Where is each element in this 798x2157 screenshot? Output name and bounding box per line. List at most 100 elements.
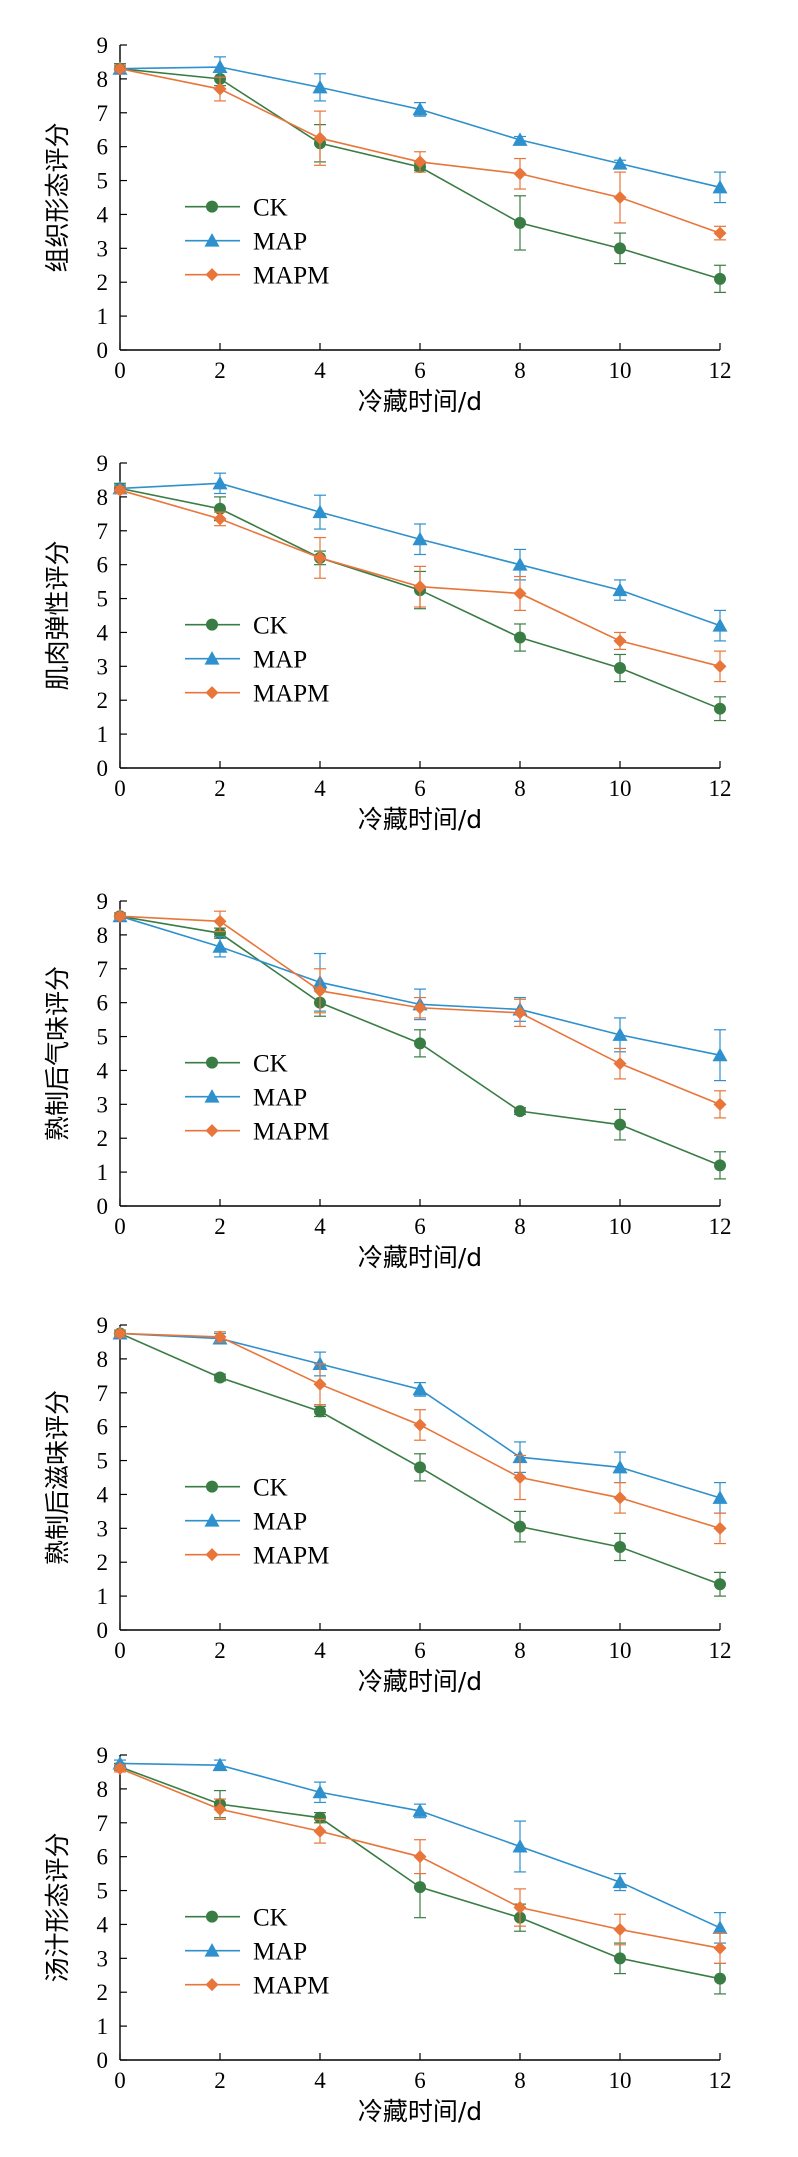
data-point-map [612, 156, 628, 170]
legend-marker-mapm [205, 686, 219, 700]
y-tick-label: 4 [97, 620, 109, 645]
data-point-mapm [613, 191, 627, 204]
legend-marker-ck [206, 1910, 218, 1923]
x-axis-label: 冷藏时间/d [358, 805, 482, 834]
x-tick-label: 4 [314, 2068, 326, 2093]
legend-entry-ck: CK [253, 1475, 288, 1502]
y-axis-label: 熟制后滋味评分 [43, 1390, 72, 1565]
y-tick-label: 9 [97, 1743, 109, 1768]
data-point-mapm [413, 1418, 427, 1432]
data-point-ck [614, 242, 626, 255]
y-tick-label: 4 [97, 1912, 109, 1937]
data-point-mapm [413, 1850, 427, 1864]
data-point-mapm [613, 1923, 627, 1937]
y-axis-label: 熟制后气味评分 [43, 966, 72, 1141]
data-point-ck [714, 1159, 726, 1172]
data-point-mapm [513, 586, 527, 600]
x-tick-label: 10 [609, 1638, 632, 1663]
data-point-mapm [713, 1097, 727, 1111]
legend-entry-ck: CK [253, 1051, 288, 1078]
x-axis-label: 冷藏时间/d [358, 1243, 482, 1272]
x-tick-label: 0 [114, 1638, 126, 1663]
legend-entry-map: MAP [253, 1939, 307, 1966]
data-point-ck [614, 1118, 626, 1131]
data-point-mapm [313, 1377, 327, 1391]
x-tick-label: 6 [414, 1638, 426, 1663]
y-tick-label: 6 [97, 553, 109, 578]
data-point-mapm [213, 914, 227, 928]
y-tick-label: 4 [97, 1482, 109, 1507]
legend-marker-map [204, 1513, 220, 1527]
y-tick-label: 3 [97, 1516, 109, 1541]
x-tick-label: 12 [709, 1214, 732, 1239]
x-tick-label: 0 [114, 2068, 126, 2093]
x-tick-label: 0 [114, 1214, 126, 1239]
data-point-map [512, 1839, 528, 1853]
x-tick-label: 12 [709, 776, 732, 801]
x-tick-label: 8 [514, 1214, 526, 1239]
y-tick-label: 6 [97, 1845, 109, 1870]
legend-marker-mapm [205, 1548, 219, 1562]
x-tick-label: 8 [514, 776, 526, 801]
x-tick-label: 10 [609, 358, 632, 383]
legend-entry-mapm: MAPM [253, 1119, 329, 1146]
data-point-ck [514, 631, 526, 644]
legend-entry-map: MAP [253, 229, 307, 256]
data-point-ck [514, 1105, 526, 1118]
data-point-ck [614, 1952, 626, 1965]
legend-entry-mapm: MAPM [253, 1973, 329, 2000]
y-tick-label: 4 [97, 202, 109, 227]
data-point-mapm [513, 1006, 527, 1020]
data-point-mapm [313, 1824, 327, 1838]
series-line-ck [119, 67, 721, 280]
y-tick-label: 1 [97, 722, 109, 747]
legend-marker-map [204, 651, 220, 665]
legend-marker-ck [206, 1056, 218, 1069]
data-point-map [412, 1803, 428, 1817]
x-tick-label: 4 [314, 1214, 326, 1239]
legend-marker-map [204, 1089, 220, 1103]
data-point-map [612, 1874, 628, 1889]
y-tick-label: 5 [97, 1025, 109, 1050]
legend-entry-ck: CK [253, 613, 288, 640]
data-point-map [712, 618, 728, 632]
data-point-map [712, 179, 728, 194]
y-tick-label: 3 [97, 1092, 109, 1117]
y-tick-label: 3 [97, 1946, 109, 1971]
data-point-ck [414, 1037, 426, 1050]
y-tick-label: 6 [97, 1415, 109, 1440]
y-tick-label: 7 [97, 519, 109, 544]
legend-entry-ck: CK [253, 195, 288, 222]
x-tick-label: 8 [514, 1638, 526, 1663]
x-tick-label: 12 [709, 2068, 732, 2093]
data-point-mapm [313, 551, 327, 565]
data-point-mapm [213, 512, 227, 526]
y-tick-label: 3 [97, 654, 109, 679]
x-tick-label: 6 [414, 1214, 426, 1239]
data-point-mapm [113, 909, 127, 923]
data-point-mapm [213, 82, 227, 96]
data-point-map [412, 1381, 428, 1396]
data-point-ck [714, 1578, 726, 1591]
y-tick-label: 8 [97, 67, 109, 92]
y-tick-label: 8 [97, 923, 109, 948]
legend-entry-mapm: MAPM [253, 681, 329, 708]
y-tick-label: 5 [97, 1449, 109, 1474]
data-point-mapm [613, 634, 627, 648]
data-point-mapm [213, 1330, 227, 1344]
data-point-map [312, 79, 328, 94]
data-point-ck [714, 1972, 726, 1985]
data-point-mapm [413, 580, 427, 594]
x-tick-label: 2 [214, 2068, 226, 2093]
y-tick-label: 6 [97, 135, 109, 160]
legend-marker-mapm [205, 268, 219, 282]
legend-marker-mapm [205, 1124, 219, 1138]
y-tick-label: 2 [97, 1126, 109, 1151]
y-tick-label: 9 [97, 33, 109, 58]
x-tick-label: 12 [709, 1638, 732, 1663]
x-tick-label: 10 [609, 2068, 632, 2093]
